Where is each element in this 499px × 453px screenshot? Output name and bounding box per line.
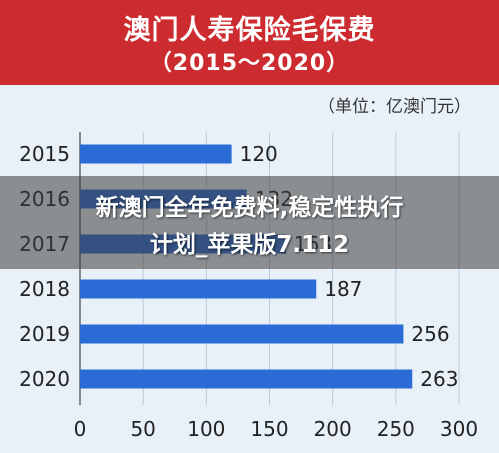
bar [80,279,317,299]
data-label: 263 [420,367,458,391]
x-tick-label: 150 [250,417,288,441]
category-label: 2019 [19,322,70,346]
overlay-text-line2: 计划_苹果版7.112 [149,232,350,258]
data-label: 187 [324,277,362,301]
x-tick-label: 0 [74,417,87,441]
category-label: 2020 [19,367,70,391]
x-tick-label: 250 [377,417,415,441]
x-tick-label: 200 [314,417,352,441]
chart-subtitle: （2015～2020） [149,51,350,76]
chart-header: 澳门人寿保险毛保费 （2015～2020） [0,0,499,85]
category-label: 2015 [19,142,70,166]
x-tick-label: 300 [440,417,478,441]
x-tick-label: 100 [187,417,225,441]
category-label: 2018 [19,277,70,301]
chart-title: 澳门人寿保险毛保费 [123,15,376,46]
overlay-text-line1: 新澳门全年免费料,稳定性执行 [95,195,404,221]
bar [80,324,404,344]
data-label: 256 [411,322,449,346]
watermark-overlay: 新澳门全年免费料,稳定性执行 计划_苹果版7.112 [0,176,499,269]
data-label: 120 [240,142,278,166]
bar [80,369,413,389]
x-tick-labels: 0 50 100 150 200 250 300 [74,417,478,441]
unit-label: （单位：亿澳门元） [318,97,471,117]
bar [80,144,232,164]
x-tick-label: 50 [130,417,155,441]
